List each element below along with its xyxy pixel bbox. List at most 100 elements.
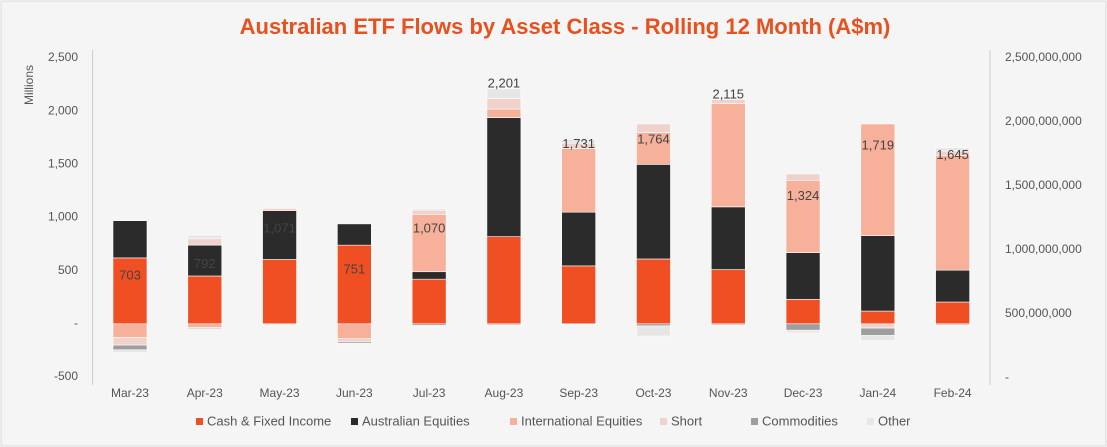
y2-tick-label: 1,500,000,000 xyxy=(1005,178,1082,192)
bar-segment xyxy=(860,310,896,325)
bar-segment xyxy=(710,103,746,208)
bar-segment xyxy=(411,323,447,326)
bar-segment xyxy=(262,323,297,326)
bar-segment xyxy=(262,259,297,325)
legend-label: Cash & Fixed Income xyxy=(207,413,331,428)
bar-segment xyxy=(785,323,821,331)
bar-segment xyxy=(187,327,223,329)
bar-segment xyxy=(785,179,821,253)
bar-segment xyxy=(411,208,447,211)
total-label: 1,324 xyxy=(787,188,820,203)
legend-label: International Equities xyxy=(521,413,643,428)
y2-tick-label: 2,500,000,000 xyxy=(1005,50,1082,64)
bar-segment xyxy=(337,343,372,345)
bar-segment xyxy=(112,323,148,338)
total-label: 2,115 xyxy=(712,87,744,102)
bar-segment xyxy=(710,206,746,270)
total-label: 1,070 xyxy=(413,220,446,235)
x-tick-label: Dec-23 xyxy=(784,386,823,400)
bar-segment xyxy=(486,117,522,237)
y2-tick-label: 500,000,000 xyxy=(1005,306,1072,320)
y2-tick-label: 1,000,000,000 xyxy=(1005,242,1082,256)
total-label: 2,201 xyxy=(488,76,521,91)
bar-segment xyxy=(636,164,671,260)
bar-segment xyxy=(935,269,970,303)
bar-segment xyxy=(935,301,970,325)
bar-segment xyxy=(785,329,821,334)
bar-segment xyxy=(860,123,896,236)
bar-segment xyxy=(860,335,896,342)
y-tick-label: 2,000 xyxy=(48,103,78,117)
bar-segment xyxy=(561,265,596,325)
legend-label: Commodities xyxy=(762,413,838,428)
bar-segment xyxy=(860,235,896,312)
bar-segment xyxy=(112,344,148,351)
bar-segment xyxy=(112,349,148,353)
x-tick-label: Jan-24 xyxy=(859,386,896,400)
bar-segment xyxy=(262,207,297,210)
bar-segment xyxy=(710,269,746,325)
legend-swatch xyxy=(867,418,874,425)
bar-segment xyxy=(187,238,223,246)
bar-segment xyxy=(411,278,447,325)
x-tick-label: Aug-23 xyxy=(485,386,524,400)
total-label: 1,731 xyxy=(562,136,595,151)
bar-segment xyxy=(561,148,596,213)
legend-label: Short xyxy=(671,413,702,428)
bar-segment xyxy=(935,323,970,326)
bar-segment xyxy=(337,244,372,325)
y-tick-label: -500 xyxy=(54,369,78,383)
bar-segment xyxy=(561,211,596,267)
bar-segment xyxy=(187,275,223,325)
x-tick-label: Nov-23 xyxy=(709,386,748,400)
legend-swatch xyxy=(351,418,358,425)
y-tick-label: 2,500 xyxy=(48,50,78,64)
bar-segment xyxy=(710,97,746,100)
bar-segment xyxy=(187,323,223,328)
bar-segment xyxy=(486,323,522,326)
y-tick-label: 1,500 xyxy=(48,157,78,171)
bar-segment xyxy=(710,323,746,326)
bar-segment xyxy=(112,220,148,259)
total-label: 792 xyxy=(194,256,216,271)
bar-segment xyxy=(411,271,447,280)
total-label: 1,071 xyxy=(263,220,296,235)
chart-title: Australian ETF Flows by Asset Class - Ro… xyxy=(240,14,891,39)
bar-segment xyxy=(860,323,896,329)
bar-segment xyxy=(636,123,671,133)
legend-swatch xyxy=(660,418,667,425)
x-tick-label: Feb-24 xyxy=(934,386,972,400)
bar-segment xyxy=(636,325,671,337)
x-tick-label: Oct-23 xyxy=(635,386,671,400)
total-label: 1,719 xyxy=(862,137,895,152)
y-axis-label: Millions xyxy=(22,65,36,105)
bar-segment xyxy=(785,252,821,300)
y-tick-label: 1,000 xyxy=(48,210,78,224)
total-label: 751 xyxy=(343,261,365,276)
total-label: 703 xyxy=(119,267,141,282)
bar-segment xyxy=(486,88,522,99)
x-tick-label: Sep-23 xyxy=(559,386,598,400)
bar-segment xyxy=(337,323,372,340)
y2-tick-label: - xyxy=(1005,370,1009,384)
bar-segment xyxy=(411,214,447,273)
bar-segment xyxy=(785,299,821,325)
bar-segment xyxy=(636,323,671,327)
bar-segment xyxy=(337,223,372,246)
x-tick-label: Jun-23 xyxy=(336,386,373,400)
x-tick-label: Mar-23 xyxy=(111,386,149,400)
y2-tick-label: 2,000,000,000 xyxy=(1005,114,1082,128)
legend-swatch xyxy=(751,418,758,425)
bar-segment xyxy=(262,210,297,260)
bar-segment xyxy=(636,258,671,325)
x-tick-label: Apr-23 xyxy=(187,386,223,400)
legend-swatch xyxy=(510,418,517,425)
y-tick-label: - xyxy=(74,316,78,330)
bar-segment xyxy=(561,139,596,144)
bar-segment xyxy=(486,98,522,110)
bar-segment xyxy=(636,132,671,165)
bar-segment xyxy=(935,147,970,152)
bar-segment xyxy=(785,173,821,181)
